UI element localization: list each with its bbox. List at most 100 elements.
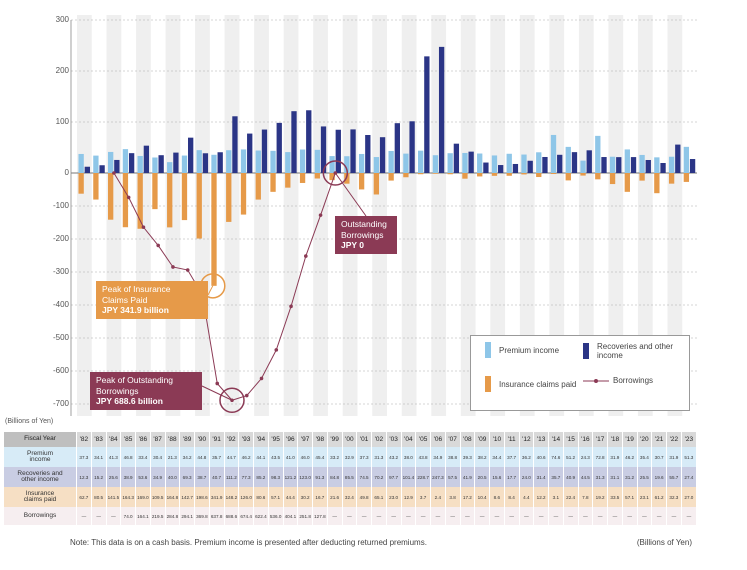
year-label: '97 xyxy=(297,432,313,447)
table-cell: 43.5 xyxy=(268,447,284,467)
table-cell: 37.7 xyxy=(504,447,520,467)
bar xyxy=(668,156,675,173)
table-cell: 34.1 xyxy=(91,447,107,467)
bar xyxy=(306,110,312,173)
year-label: '98 xyxy=(312,432,328,447)
table-cell: 164.3 xyxy=(120,487,136,507)
y-tick-label: -400 xyxy=(53,300,70,309)
table-cell: 38.8 xyxy=(445,447,461,467)
bar xyxy=(373,157,380,173)
year-label: '92 xyxy=(224,432,240,447)
bar xyxy=(536,173,542,178)
legend-label: Insurance claims paid xyxy=(499,379,577,389)
table-cell: 84.8 xyxy=(327,467,343,487)
table-cell: 57.5 xyxy=(445,467,461,487)
bar xyxy=(668,173,675,184)
bar xyxy=(93,173,99,200)
bar xyxy=(226,150,232,173)
y-tick-label: 200 xyxy=(56,66,70,75)
table-cell: 35.7 xyxy=(209,447,225,467)
callout: Peak of Outstanding Borrowings JPY 688.6 b… xyxy=(90,372,202,410)
table-cell: 10.4 xyxy=(474,487,490,507)
bar xyxy=(114,159,120,173)
bar xyxy=(240,149,247,173)
bar xyxy=(261,129,268,173)
year-label: '23 xyxy=(681,432,698,447)
bar xyxy=(453,143,460,173)
table-cell: 30.4 xyxy=(150,447,166,467)
bar xyxy=(403,173,409,178)
table-cell: 41.0 xyxy=(283,447,299,467)
bar xyxy=(78,153,84,173)
callout-line: Peak of Outstanding xyxy=(96,375,174,385)
bar xyxy=(99,165,105,173)
legend-label: Premium income xyxy=(499,345,560,355)
year-label: '87 xyxy=(150,432,166,447)
table-cell: — xyxy=(460,507,476,525)
y-tick-label: 0 xyxy=(65,168,70,177)
table-cell: 51.3 xyxy=(681,447,698,467)
bar xyxy=(226,173,232,222)
table-cell: 41.9 xyxy=(460,467,476,487)
table-cell: 85.2 xyxy=(253,467,269,487)
year-label: '06 xyxy=(430,432,446,447)
table-cell: 27.0 xyxy=(681,487,698,507)
table-cell: 219.5 xyxy=(150,507,166,525)
year-label: '89 xyxy=(179,432,195,447)
bar xyxy=(438,46,445,173)
table-cell: 25.6 xyxy=(106,467,122,487)
bar xyxy=(521,154,527,173)
year-label: '21 xyxy=(651,432,667,447)
table-cell: 141.5 xyxy=(106,487,122,507)
bar xyxy=(565,173,571,181)
table-cell: 25.5 xyxy=(637,467,653,487)
bar xyxy=(181,155,188,173)
table-cell: 44.5 xyxy=(578,467,594,487)
row-label-line: Insurance xyxy=(25,489,55,497)
table-cell: 142.7 xyxy=(179,487,195,507)
table-cell: — xyxy=(563,507,579,525)
table-cell: 15.6 xyxy=(489,467,505,487)
y-tick-label: -200 xyxy=(53,234,70,243)
bar xyxy=(122,149,129,173)
point xyxy=(171,265,175,269)
callout-connector xyxy=(334,172,367,217)
year-label: '86 xyxy=(135,432,151,447)
legend-item: Premium income xyxy=(485,342,585,358)
bar xyxy=(285,173,291,188)
point xyxy=(259,376,264,381)
bar xyxy=(285,152,291,173)
bar xyxy=(188,137,194,173)
table-cell: — xyxy=(578,507,594,525)
bar xyxy=(358,173,365,190)
bar xyxy=(314,173,320,179)
bar xyxy=(137,173,143,229)
table-cell: 15.2 xyxy=(91,467,107,487)
year-label: '02 xyxy=(371,432,387,447)
bar xyxy=(196,150,202,173)
table-cell: 38.7 xyxy=(194,467,210,487)
callout-ring xyxy=(219,387,245,413)
table-cell: 32.9 xyxy=(342,447,358,467)
table-cell: — xyxy=(533,507,549,525)
bar xyxy=(173,152,179,173)
year-label: '07 xyxy=(445,432,461,447)
table-cell: 536.0 xyxy=(268,507,284,525)
table-cell: 34.2 xyxy=(179,447,195,467)
bar xyxy=(542,156,548,173)
bar xyxy=(181,173,188,221)
bar xyxy=(624,173,630,192)
table-cell: 4.4 xyxy=(519,487,535,507)
column-stripe xyxy=(460,15,476,416)
bar xyxy=(506,173,512,176)
bar xyxy=(601,157,607,173)
table-cell: 228.7 xyxy=(415,467,431,487)
row-label-line: other income xyxy=(21,476,59,483)
table-cell: 44.4 xyxy=(283,487,299,507)
bar xyxy=(654,157,660,173)
bar xyxy=(143,145,150,173)
table-cell: 2.4 xyxy=(430,487,446,507)
table-cell: 57.1 xyxy=(268,487,284,507)
table-cell: 32.4 xyxy=(342,487,358,507)
year-label: '09 xyxy=(474,432,490,447)
